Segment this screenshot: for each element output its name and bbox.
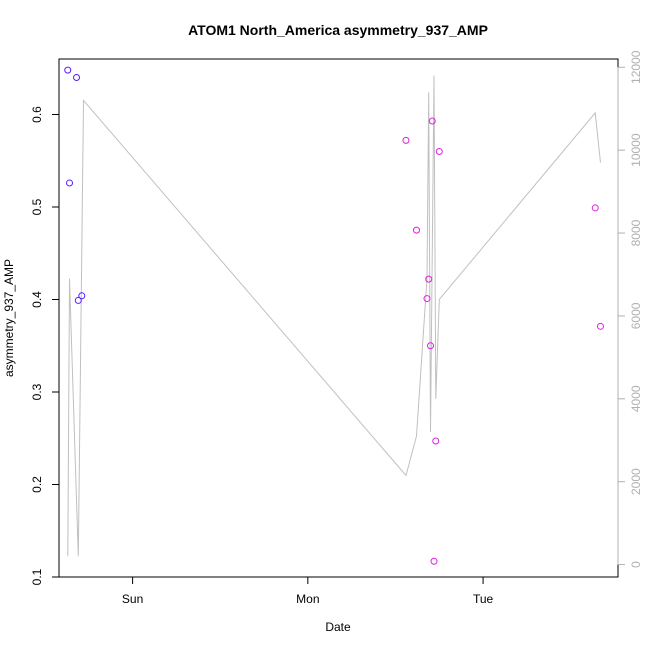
plot-frame — [58, 58, 619, 578]
data-point-1 — [66, 179, 74, 187]
y2-tick-label-2: 4000 — [629, 385, 643, 412]
chart-title: ATOM1 North_America asymmetry_937_AMP — [188, 22, 488, 38]
y2-tick-label-0: 0 — [629, 561, 643, 568]
x-axis-label: Date — [325, 620, 351, 634]
y2-tick-label-1: 2000 — [629, 468, 643, 495]
y-tick-label-5: 0.6 — [30, 106, 44, 123]
plot-border — [58, 58, 619, 578]
data-point-15 — [596, 322, 604, 330]
x-axis: Sun Mon Tue — [122, 576, 494, 606]
data-point-3 — [74, 296, 82, 304]
y2-axis-right: 0 2000 4000 6000 8000 10000 12000 — [617, 50, 643, 568]
y-tick-label-2: 0.3 — [30, 383, 44, 400]
y2-tick-label-6: 12000 — [629, 50, 643, 84]
series-line — [67, 75, 601, 557]
data-point-4 — [78, 292, 86, 300]
data-point-7 — [423, 295, 431, 303]
x-tick-label-1: Mon — [296, 592, 319, 606]
line-series — [67, 75, 601, 557]
y-axis-label: asymmetry_937_AMP — [2, 259, 16, 377]
data-point-0 — [64, 66, 72, 74]
data-point-14 — [591, 204, 599, 212]
data-point-8 — [425, 275, 433, 283]
x-tick-label-2: Tue — [473, 592, 494, 606]
y-tick-label-1: 0.2 — [30, 476, 44, 493]
y2-tick-label-4: 8000 — [629, 219, 643, 246]
points-layer — [64, 66, 604, 565]
data-point-6 — [412, 226, 420, 234]
y2-tick-label-3: 6000 — [629, 302, 643, 329]
data-point-13 — [435, 148, 443, 155]
data-point-9 — [426, 342, 434, 350]
y-axis: 0.1 0.2 0.3 0.4 0.5 0.6 — [30, 106, 60, 585]
y-tick-label-0: 0.1 — [30, 568, 44, 585]
y-tick-label-4: 0.5 — [30, 198, 44, 215]
data-point-5 — [402, 136, 410, 144]
data-point-10 — [428, 117, 436, 125]
y-tick-label-3: 0.4 — [30, 291, 44, 308]
data-point-11 — [430, 557, 438, 565]
x-tick-label-0: Sun — [122, 592, 143, 606]
data-point-12 — [432, 437, 440, 445]
y2-tick-label-5: 10000 — [629, 133, 643, 167]
data-point-2 — [73, 74, 81, 81]
